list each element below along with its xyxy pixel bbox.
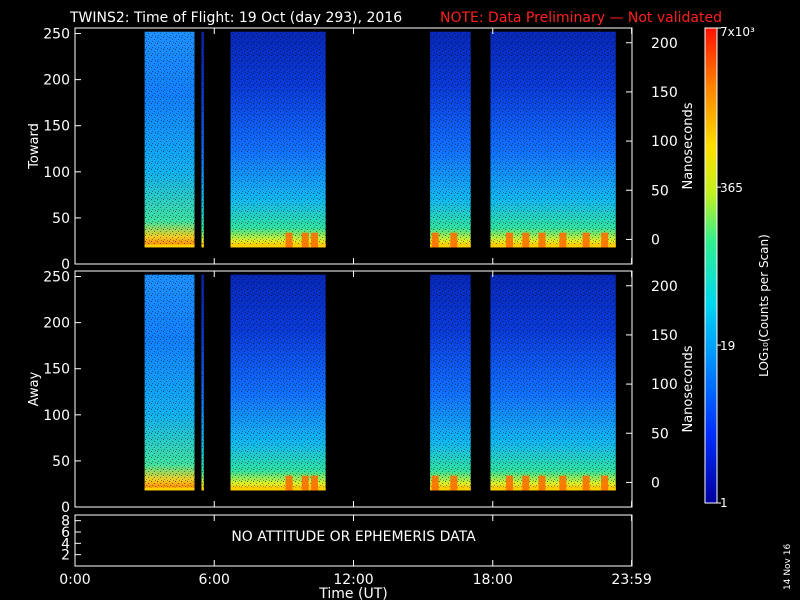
hot-feature bbox=[559, 475, 567, 491]
hot-feature bbox=[285, 232, 293, 248]
data-column-noise bbox=[144, 274, 195, 491]
y-axis-label: Away bbox=[27, 371, 42, 406]
panel-top: 0 50 100 150 200 250 0 50 100 150 200 Toward Nanosec… bbox=[27, 27, 696, 273]
data-column-noise bbox=[230, 274, 326, 491]
data-column-noise bbox=[430, 31, 471, 248]
hot-feature bbox=[601, 475, 609, 491]
y-tick-label: 200 bbox=[43, 316, 70, 332]
x-tick-label: 18:00 bbox=[473, 572, 513, 588]
hot-feature bbox=[301, 232, 309, 248]
hot-feature bbox=[285, 475, 293, 491]
y-tick-label: 50 bbox=[52, 454, 70, 470]
hot-feature bbox=[582, 232, 590, 248]
y-right-tick-label: 200 bbox=[651, 279, 678, 295]
hot-feature bbox=[301, 475, 309, 491]
hot-feature bbox=[538, 232, 546, 248]
data-column-base bbox=[490, 244, 616, 248]
x-tick-label: 0:00 bbox=[59, 572, 90, 588]
y-tick-label: 6 bbox=[61, 525, 70, 541]
hot-feature bbox=[522, 232, 530, 248]
colorbar-tick-label: 19 bbox=[720, 339, 735, 353]
y-tick-label: 0 bbox=[61, 257, 70, 273]
y-tick-label: 4 bbox=[61, 536, 70, 552]
y-right-tick-label: 50 bbox=[651, 183, 669, 199]
hot-feature bbox=[431, 475, 439, 491]
colorbar-label: LOG₁₀(Counts per Scan) bbox=[757, 234, 771, 377]
y-tick-label: 150 bbox=[43, 119, 70, 135]
data-column-base bbox=[144, 244, 195, 248]
x-axis-label: Time (UT) bbox=[318, 586, 387, 600]
y-tick-label: 0 bbox=[61, 500, 70, 516]
data-column-base bbox=[144, 487, 195, 491]
y-right-tick-label: 150 bbox=[651, 85, 678, 101]
hot-feature bbox=[311, 475, 319, 491]
y-tick-label: 8 bbox=[61, 514, 70, 530]
colorbar-tick-label: 1 bbox=[720, 496, 728, 510]
data-column-noise bbox=[430, 274, 471, 491]
y-tick-label: 250 bbox=[43, 27, 70, 43]
y-tick-label: 100 bbox=[43, 408, 70, 424]
hot-feature bbox=[450, 232, 458, 248]
y-tick-label: 150 bbox=[43, 362, 70, 378]
data-column-base bbox=[201, 487, 204, 491]
panel-middle: 0 50 100 150 200 250 0 50 100 150 200 Away Nanosecon… bbox=[27, 270, 696, 516]
y-right-axis-label: Nanoseconds bbox=[681, 102, 696, 189]
data-column-noise bbox=[490, 274, 616, 491]
hot-feature bbox=[559, 232, 567, 248]
chart-title: TWINS2: Time of Flight: 19 Oct (day 293)… bbox=[69, 10, 402, 26]
y-right-tick-label: 150 bbox=[651, 328, 678, 344]
y-right-tick-label: 200 bbox=[651, 36, 678, 52]
data-column-noise bbox=[490, 31, 616, 248]
data-column-noise bbox=[144, 31, 195, 248]
y-tick-label: 200 bbox=[43, 73, 70, 89]
y-tick-label: 250 bbox=[43, 270, 70, 286]
y-tick-label: 2 bbox=[61, 548, 70, 564]
data-column-base bbox=[230, 244, 326, 248]
y-tick-label: 50 bbox=[52, 211, 70, 227]
y-tick-label: 100 bbox=[43, 165, 70, 181]
hot-feature bbox=[311, 232, 319, 248]
hot-feature bbox=[505, 232, 513, 248]
colorbar-tick-label: 7x10³ bbox=[720, 25, 755, 39]
date-stamp: 14 Nov 16 bbox=[783, 544, 793, 590]
hot-feature bbox=[538, 475, 546, 491]
x-tick-label: 12:00 bbox=[333, 572, 373, 588]
data-column-base bbox=[490, 487, 616, 491]
no-data-message: NO ATTITUDE OR EPHEMERIS DATA bbox=[231, 529, 476, 545]
data-column-noise bbox=[201, 31, 204, 248]
data-column-base bbox=[230, 487, 326, 491]
hot-feature bbox=[582, 475, 590, 491]
hot-feature bbox=[431, 232, 439, 248]
y-right-tick-label: 100 bbox=[651, 377, 678, 393]
hot-feature bbox=[601, 232, 609, 248]
hot-feature bbox=[505, 475, 513, 491]
hot-feature bbox=[522, 475, 530, 491]
x-tick-label: 23:59 bbox=[611, 572, 651, 588]
preliminary-note: NOTE: Data Preliminary — Not validated bbox=[440, 10, 722, 26]
data-column-noise bbox=[201, 274, 204, 491]
data-column-noise bbox=[230, 31, 326, 248]
data-column-base bbox=[201, 244, 204, 248]
y-axis-label: Toward bbox=[27, 123, 42, 170]
y-right-tick-label: 50 bbox=[651, 426, 669, 442]
colorbar bbox=[704, 27, 718, 504]
x-tick-label: 6:00 bbox=[199, 572, 230, 588]
y-right-tick-label: 0 bbox=[651, 475, 660, 491]
y-right-tick-label: 100 bbox=[651, 134, 678, 150]
colorbar-tick-label: 365 bbox=[720, 181, 743, 195]
hot-feature bbox=[450, 475, 458, 491]
y-right-tick-label: 0 bbox=[651, 232, 660, 248]
y-right-axis-label: Nanoseconds bbox=[681, 345, 696, 432]
